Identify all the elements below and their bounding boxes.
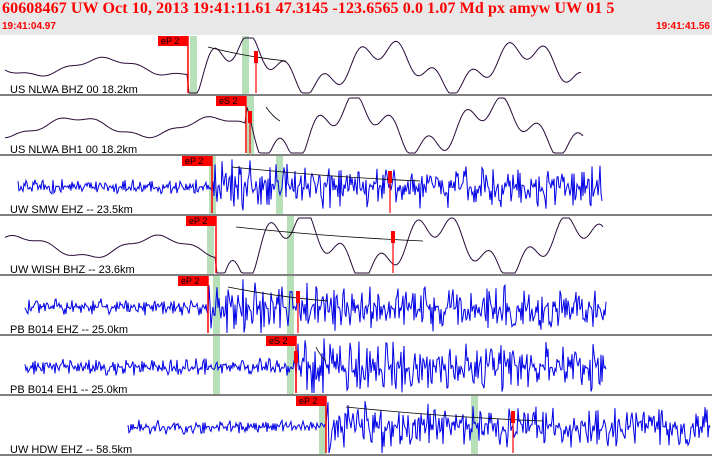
coda-curve <box>231 166 421 182</box>
pick-label-box <box>178 276 208 286</box>
trace-row: eP 2 UW SMW EHZ -- 23.5km <box>0 156 712 216</box>
coda-curve <box>235 226 424 242</box>
coda-curve <box>345 406 544 422</box>
event-header: 60608467 UW Oct 10, 2013 19:41:11.61 47.… <box>0 0 712 35</box>
window-start-time: 19:41:04.97 <box>2 21 56 32</box>
pick-label: eP 2 <box>299 396 317 406</box>
pick-label-box <box>296 396 326 406</box>
waveform-trace <box>127 401 711 454</box>
waveform-trace <box>17 159 603 211</box>
amplitude-marker <box>391 231 395 243</box>
amplitude-marker <box>248 111 252 123</box>
pick-label: eS 2 <box>269 336 288 346</box>
pick-label: eP 2 <box>181 276 199 286</box>
analysis-window-band <box>276 156 283 214</box>
amplitude-marker <box>388 171 392 183</box>
waveform-trace <box>4 97 584 154</box>
analysis-window-band <box>207 216 214 274</box>
station-label: US NLWA BH1 00 18.2km <box>10 144 137 156</box>
coda-curve <box>265 106 281 122</box>
pick-label-box <box>158 36 188 46</box>
trace-row: eS 2 US NLWA BH1 00 18.2km <box>0 96 712 156</box>
analysis-window-band <box>213 336 220 394</box>
station-label: UW SMW EHZ -- 23.5km <box>10 204 133 216</box>
trace-row: eP 2 US NLWA BHZ 00 18.2km <box>0 36 712 96</box>
station-label: US NLWA BHZ 00 18.2km <box>10 84 138 96</box>
pick-label: eP 2 <box>161 36 179 46</box>
analysis-window-band <box>287 336 294 394</box>
station-label: PB B014 EHZ -- 25.0km <box>10 324 128 336</box>
coda-curve <box>207 46 287 62</box>
event-title: 60608467 UW Oct 10, 2013 19:41:11.61 47.… <box>2 0 615 17</box>
analysis-window-band <box>287 276 294 334</box>
waveform-trace <box>4 217 604 274</box>
waveform-trace <box>24 338 607 394</box>
seismogram-panel[interactable]: eP 2 US NLWA BHZ 00 18.2km eS 2 US NLWA BH1… <box>0 35 712 458</box>
amplitude-marker <box>254 51 258 63</box>
pick-label: eP 2 <box>189 216 207 226</box>
window-end-time: 19:41:41.56 <box>656 21 710 32</box>
station-label: PB B014 EH1 -- 25.0km <box>10 384 127 396</box>
waveform-trace <box>24 279 607 334</box>
pick-label-box <box>216 96 246 106</box>
station-label: UW WISH BHZ -- 23.6km <box>10 264 135 276</box>
coda-curve <box>227 286 329 302</box>
analysis-window-band <box>190 36 197 94</box>
amplitude-marker <box>294 351 298 363</box>
amplitude-marker <box>296 291 300 303</box>
amplitude-marker <box>511 411 515 423</box>
trace-row: eP 2 UW WISH BHZ -- 23.6km <box>0 216 712 276</box>
pick-label: eS 2 <box>219 96 238 106</box>
analysis-window-band <box>213 276 220 334</box>
station-label: UW HDW EHZ -- 58.5km <box>10 444 132 456</box>
pick-label-box <box>186 216 216 226</box>
analysis-window-band <box>471 396 478 454</box>
trace-row: eS 2 PB B014 EH1 -- 25.0km <box>0 336 712 396</box>
pick-label-box <box>266 336 296 346</box>
pick-label: eP 2 <box>185 156 203 166</box>
trace-row: eP 2 UW HDW EHZ -- 58.5km <box>0 396 712 456</box>
trace-row: eP 2 PB B014 EHZ -- 25.0km <box>0 276 712 336</box>
analysis-window-band <box>287 216 294 274</box>
waveform-trace <box>4 37 582 94</box>
pick-label-box <box>182 156 212 166</box>
analysis-window-band <box>242 36 249 94</box>
coda-curve <box>315 346 327 362</box>
